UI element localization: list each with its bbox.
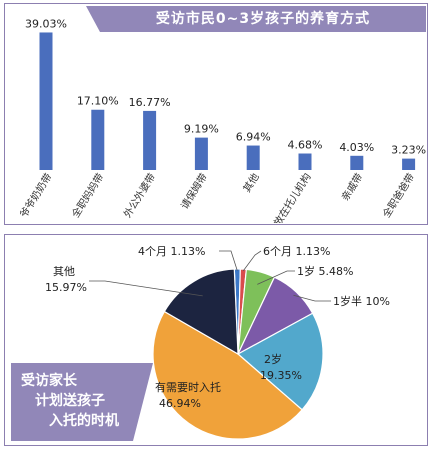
pie-label-2-years-value: 19.35% bbox=[260, 369, 302, 382]
bar bbox=[194, 137, 208, 170]
category-label: 亲戚带 bbox=[338, 171, 365, 203]
pie-label-other-value: 15.97% bbox=[45, 281, 87, 294]
pie-chart-panel: 4个月 1.13% 6个月 1.13% 1岁 5.48% 1岁半 10% 2岁 19.35… bbox=[4, 234, 428, 446]
pie-slice bbox=[163, 268, 239, 356]
pie-label-6-months: 6个月 1.13% bbox=[263, 245, 330, 258]
bar bbox=[143, 110, 157, 170]
bar-value-label: 4.03% bbox=[339, 141, 374, 154]
pie-title-line-2: 计划送孩子 bbox=[35, 393, 105, 409]
leader-line bbox=[257, 270, 295, 285]
bar bbox=[91, 109, 105, 170]
bar-value-label: 16.77% bbox=[129, 96, 171, 109]
leader-line bbox=[219, 250, 238, 271]
bar-chart: 39.03% 爷爷奶奶带 17.10% 全职妈妈带 16.77% 外公外婆带 9.19% 请保… bbox=[17, 17, 426, 223]
category-label: 请保姆带 bbox=[178, 171, 210, 212]
category-label: 放在托儿机构 bbox=[271, 171, 314, 223]
pie-chart-title: 受访家长 计划送孩子 入托的时机 bbox=[11, 363, 153, 441]
pie-label-1-year: 1岁 5.48% bbox=[297, 264, 353, 278]
pie-chart: 4个月 1.13% 6个月 1.13% 1岁 5.48% 1岁半 10% 2岁 19.35… bbox=[45, 245, 390, 440]
bar-value-label: 9.19% bbox=[184, 123, 219, 136]
bar-value-label: 3.23% bbox=[391, 144, 426, 157]
category-label: 其他 bbox=[240, 171, 262, 195]
bar-chart-title: 受访市民0~3岁孩子的养育方式 bbox=[86, 6, 426, 32]
leader-line bbox=[242, 250, 262, 272]
pie-slice bbox=[236, 312, 324, 411]
pie-title-line-1: 受访家长 bbox=[21, 373, 77, 389]
leader-line bbox=[89, 280, 203, 297]
leader-line bbox=[293, 294, 331, 302]
pie-label-1-5-years: 1岁半 10% bbox=[333, 294, 390, 308]
pie-label-other: 其他 bbox=[53, 265, 75, 278]
pie-title-line-3: 入托的时机 bbox=[49, 413, 119, 429]
pie-label-4-months: 4个月 1.13% bbox=[138, 245, 205, 258]
bar-chart-panel: 受访市民0~3岁孩子的养育方式 39.03% 爷爷奶奶带 17.10% 全职妈妈带 16… bbox=[4, 3, 428, 225]
category-label: 外公外婆带 bbox=[121, 171, 158, 220]
bar bbox=[402, 158, 416, 170]
pie-label-as-needed: 有需要时入托 bbox=[155, 380, 221, 394]
bar bbox=[39, 32, 53, 170]
pie-label-as-needed-value: 46.94% bbox=[159, 397, 201, 410]
bar-value-label: 39.03% bbox=[25, 17, 67, 30]
bar bbox=[350, 155, 364, 170]
bar-value-label: 6.94% bbox=[236, 131, 271, 144]
category-label: 全职爸爸带 bbox=[380, 171, 418, 220]
pie-slice bbox=[152, 310, 303, 440]
pie-label-2-years: 2岁 bbox=[264, 352, 282, 366]
bar bbox=[246, 145, 260, 170]
category-label: 全职妈妈带 bbox=[69, 171, 107, 220]
bar bbox=[298, 153, 312, 170]
bar-value-label: 17.10% bbox=[77, 95, 119, 108]
category-label: 爷爷奶奶带 bbox=[17, 171, 55, 220]
bar-value-label: 4.68% bbox=[288, 139, 323, 152]
